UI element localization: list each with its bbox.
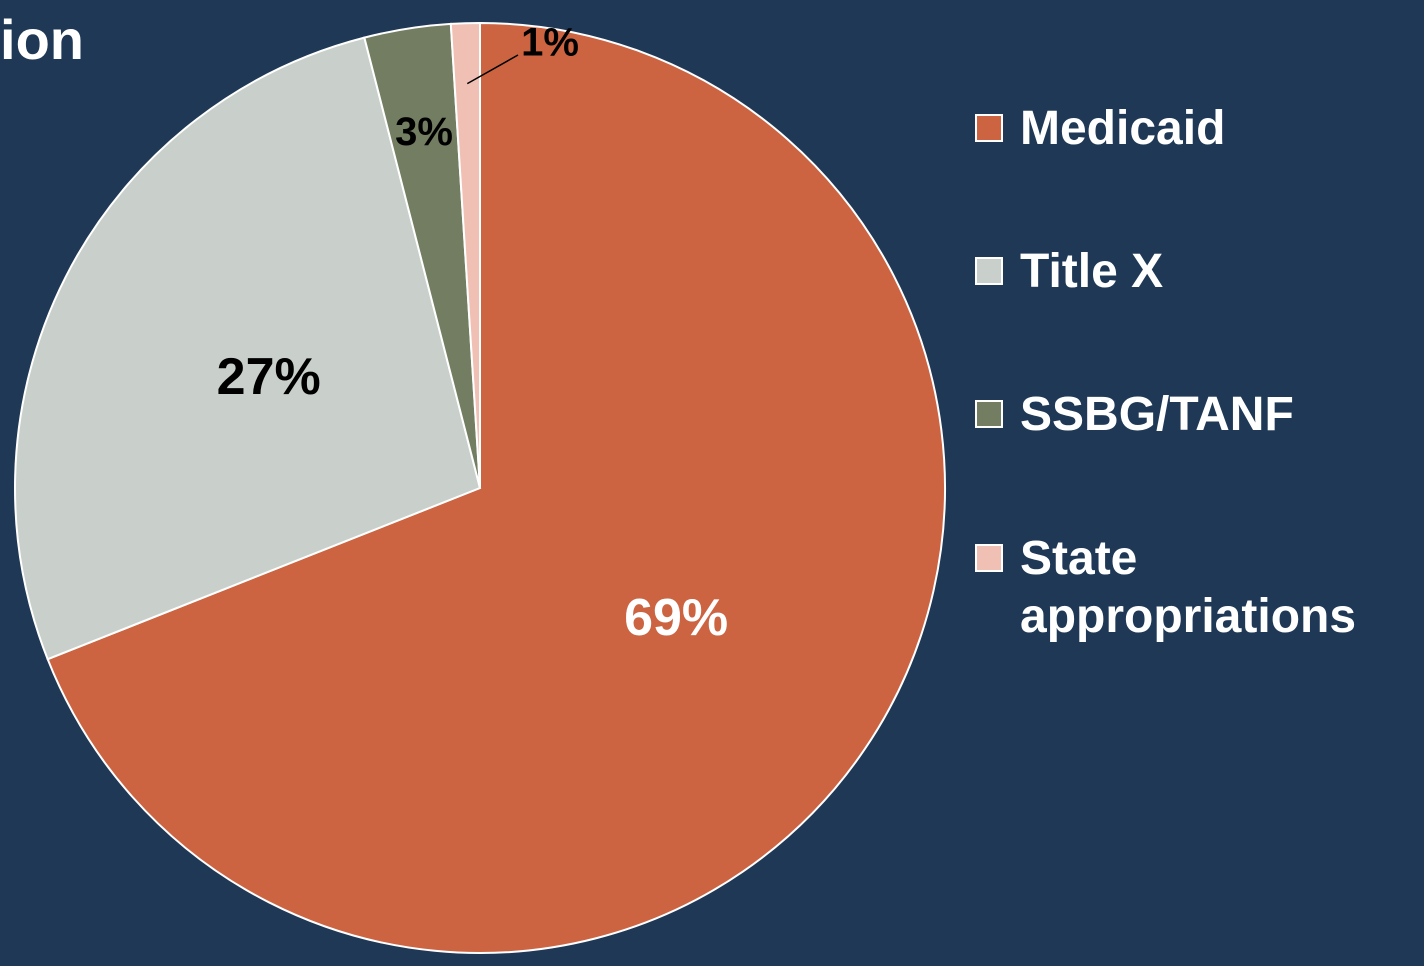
legend-label: SSBG/TANF [1020, 388, 1294, 441]
chart-title: ion [0, 8, 84, 71]
legend-swatch [975, 257, 1003, 285]
legend-label: Medicaid [1020, 102, 1226, 155]
pie-slice [14, 36, 482, 661]
pie-slice [46, 21, 946, 954]
leader-line [466, 54, 519, 85]
pie-slice [449, 21, 481, 489]
data-label: 1% [521, 21, 579, 65]
pie-area: ion 69% 27% 3% 1% [0, 8, 946, 954]
legend-item: Medicaid [975, 100, 1415, 158]
legend-item: SSBG/TANF [975, 386, 1415, 444]
legend-label: State appropriations [1020, 532, 1357, 643]
data-label: 3% [395, 110, 453, 154]
data-label: 69% [624, 589, 728, 647]
legend-item: Title X [975, 243, 1415, 301]
legend-label: Title X [1020, 245, 1164, 298]
legend-item: State appropriations [975, 530, 1415, 646]
legend-swatch [975, 544, 1003, 572]
data-label: 27% [217, 348, 321, 406]
legend-swatch [975, 400, 1003, 428]
legend-swatch [975, 114, 1003, 142]
